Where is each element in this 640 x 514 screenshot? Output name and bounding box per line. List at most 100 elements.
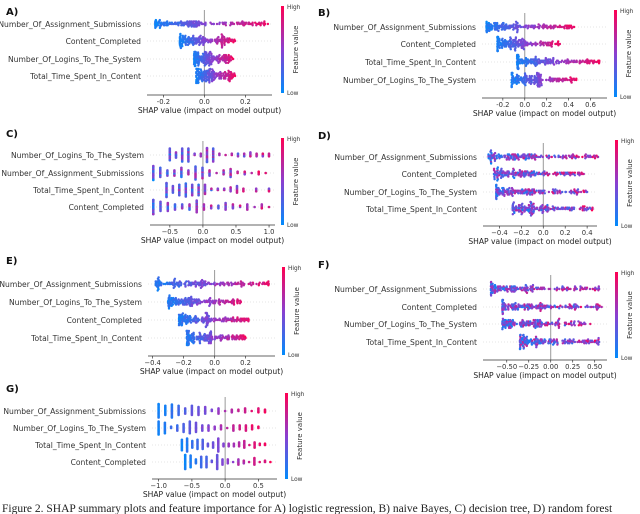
shap-point (226, 56, 229, 59)
shap-point (160, 281, 163, 284)
shap-point (212, 55, 215, 58)
shap-point (225, 320, 228, 323)
shap-point (202, 61, 205, 65)
shap-point (573, 320, 576, 323)
shap-point (533, 338, 536, 341)
shap-point (255, 152, 258, 155)
shap-point (223, 43, 226, 47)
shap-point (232, 424, 235, 427)
shap-point (547, 44, 550, 47)
shap-point (233, 338, 237, 341)
shap-point (172, 284, 175, 287)
shap-point (556, 343, 559, 346)
shap-point (497, 174, 501, 177)
shap-point (231, 207, 235, 210)
x-tick-label: −0.2 (175, 359, 192, 367)
shap-point (242, 24, 246, 27)
shap-point (251, 21, 254, 24)
shap-point (178, 193, 181, 197)
shap-point (529, 320, 532, 323)
shap-point (534, 41, 537, 44)
shap-point (194, 458, 198, 461)
shap-point (512, 201, 515, 204)
shap-point (570, 209, 573, 212)
shap-point (192, 43, 195, 47)
shap-point (226, 73, 229, 76)
shap-point (231, 338, 234, 341)
shap-point (217, 60, 220, 63)
shap-point (503, 194, 506, 198)
shap-point (258, 460, 262, 464)
shap-point (209, 204, 213, 207)
shap-point (240, 285, 243, 288)
shap-point (579, 206, 583, 209)
shap-point (199, 286, 203, 290)
shap-point (517, 303, 520, 306)
shap-point (179, 284, 183, 287)
shap-point (231, 203, 235, 206)
shap-point (180, 175, 183, 179)
shap-point (189, 321, 193, 324)
shap-point (534, 64, 537, 68)
feature-label: Total_Time_Spent_In_Content (32, 186, 144, 195)
shap-point (184, 43, 188, 47)
shap-point (243, 407, 247, 410)
shap-point (190, 193, 194, 197)
shap-point (176, 429, 179, 432)
colorbar-high-label: High (288, 266, 302, 272)
shap-point (166, 169, 169, 172)
shap-point (579, 305, 583, 309)
shap-point (167, 307, 171, 310)
colorbar-low-label: Low (621, 356, 633, 362)
shap-point (570, 320, 573, 323)
shap-point (533, 74, 536, 78)
shap-point (221, 281, 224, 284)
shap-point (563, 321, 567, 324)
shap-point (573, 171, 577, 174)
colorbar-low-label: Low (287, 223, 299, 229)
shap-point (218, 317, 221, 320)
shap-point (582, 209, 586, 212)
shap-point (189, 281, 193, 284)
shap-point (506, 170, 509, 173)
shap-point (498, 46, 501, 50)
shap-point (224, 299, 228, 302)
shap-point (154, 284, 157, 287)
shap-point (263, 459, 267, 463)
feature-label: Content_Completed (71, 458, 147, 467)
shap-point (580, 324, 583, 327)
shap-point (243, 335, 247, 338)
shap-point (207, 299, 210, 302)
shap-point (540, 84, 543, 87)
shap-point (487, 21, 490, 25)
shap-point (197, 335, 200, 338)
shap-point (222, 173, 225, 176)
shap-point (198, 72, 202, 75)
shap-point (222, 53, 226, 57)
shap-point (189, 334, 192, 337)
colorbar-high-label: High (291, 392, 305, 398)
shap-point (171, 191, 175, 194)
shap-point (203, 192, 207, 196)
shap-point (260, 203, 264, 206)
shap-point (561, 305, 564, 309)
shap-point (583, 205, 586, 208)
shap-point (575, 193, 579, 196)
shap-point (164, 404, 167, 408)
shap-point (497, 186, 500, 190)
shap-point (170, 296, 173, 300)
shap-point (549, 342, 552, 345)
shap-point (181, 34, 184, 37)
shap-point (247, 320, 250, 323)
shap-point (554, 42, 557, 46)
shap-point (184, 182, 188, 185)
shap-point (533, 305, 536, 309)
shap-point (513, 192, 517, 195)
shap-point (191, 439, 194, 443)
shap-point (263, 442, 267, 446)
x-axis-label: SHAP value (impact on model output) (143, 490, 286, 499)
shap-point (237, 445, 241, 448)
shap-point (576, 188, 580, 191)
shap-point (203, 405, 207, 409)
shap-point (565, 171, 569, 174)
